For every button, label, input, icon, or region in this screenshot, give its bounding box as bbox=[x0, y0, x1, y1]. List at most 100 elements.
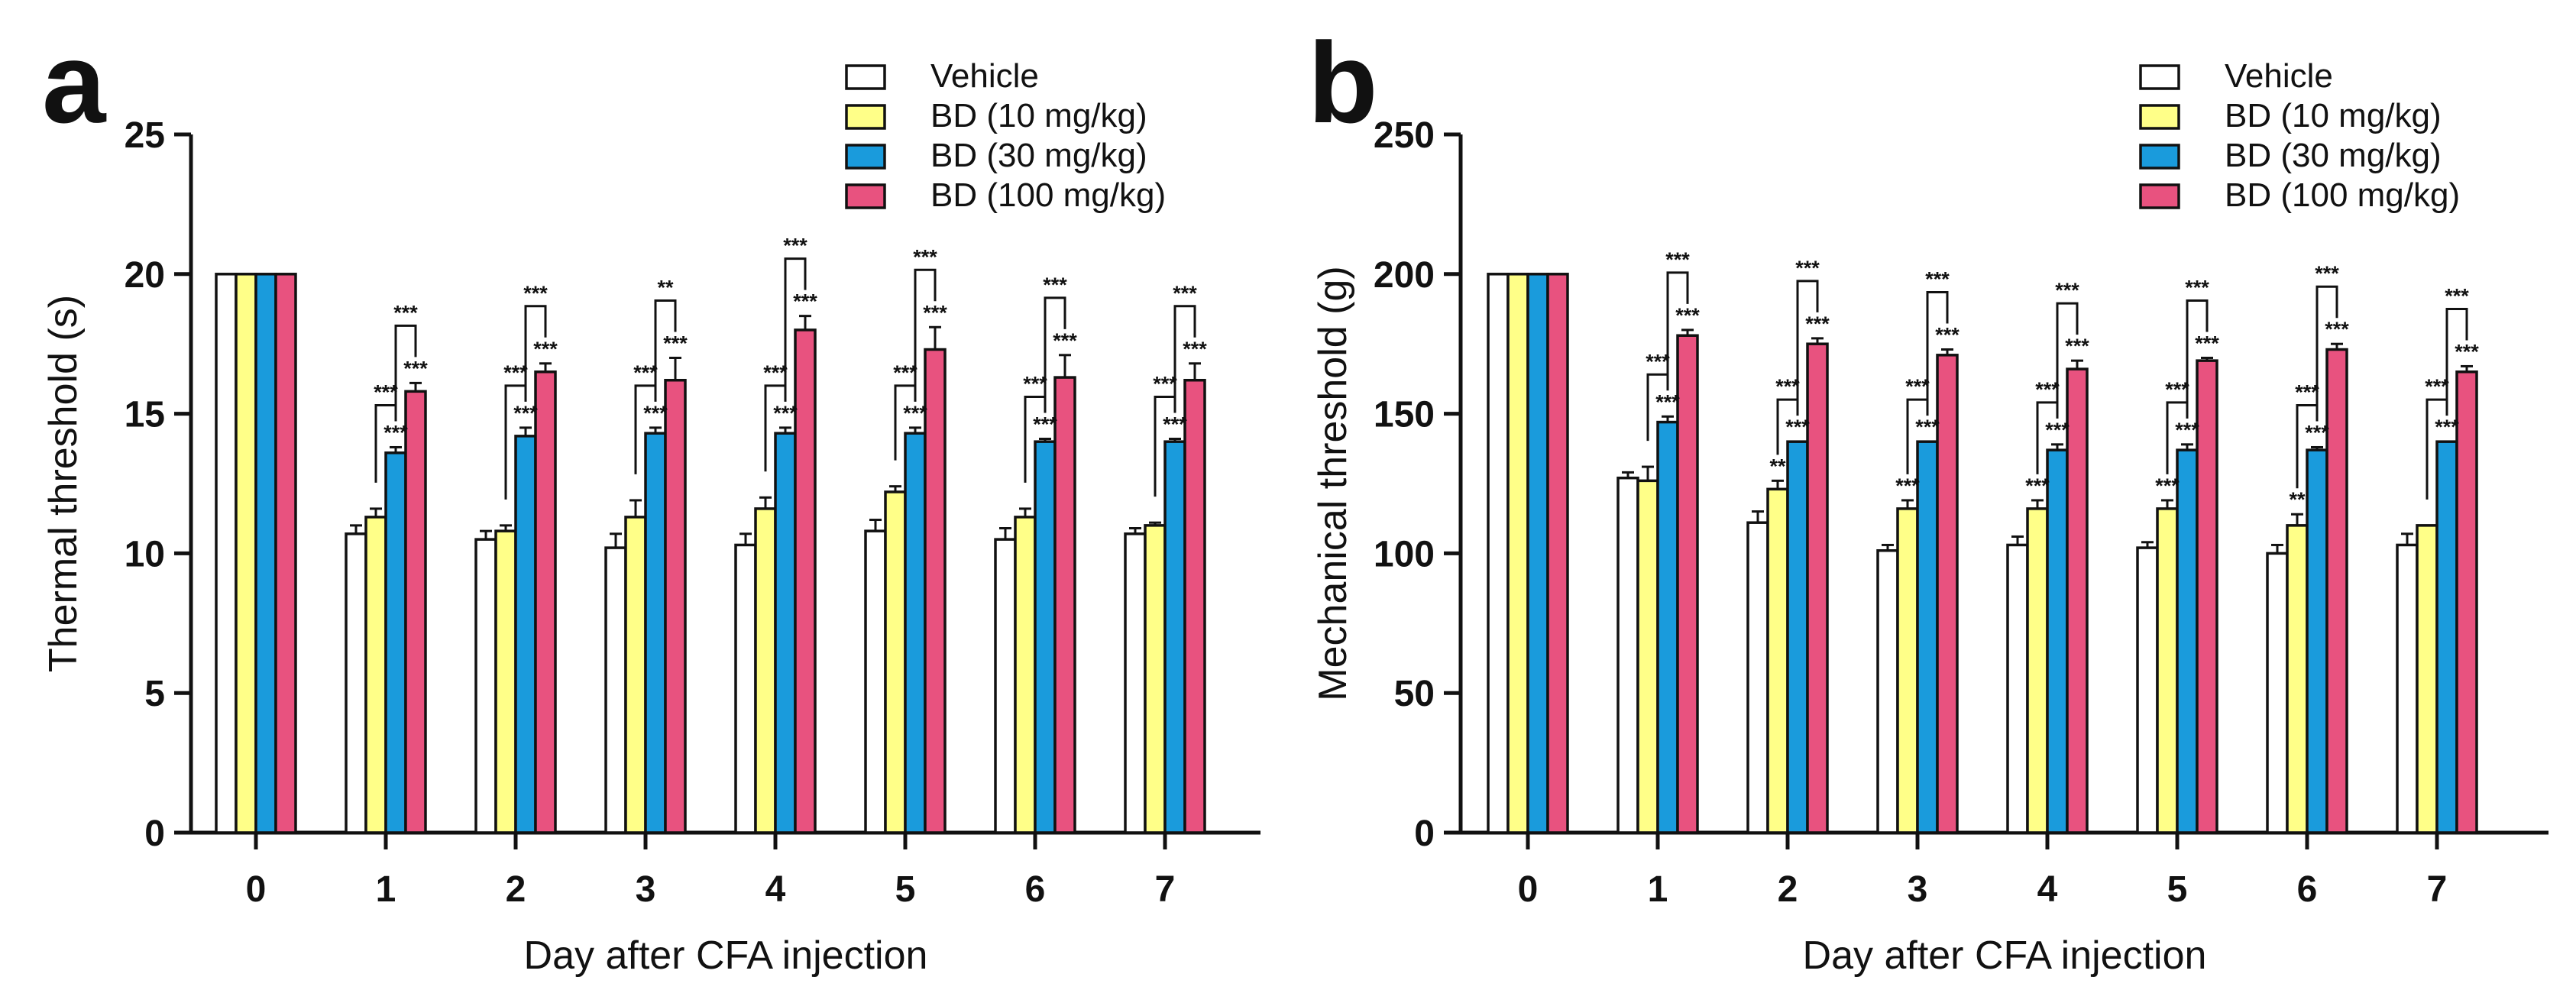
significance-star: *** bbox=[923, 301, 947, 324]
significance-star: *** bbox=[793, 290, 817, 313]
significance-star: *** bbox=[1646, 350, 1670, 373]
significance-star: *** bbox=[2195, 332, 2219, 354]
significance-star: *** bbox=[2325, 318, 2349, 341]
x-tick-label: 1 bbox=[376, 869, 396, 910]
bar bbox=[2455, 370, 2478, 834]
bar bbox=[384, 451, 407, 834]
x-axis-label: Day after CFA injection bbox=[1803, 933, 2207, 978]
significance-star: *** bbox=[2455, 340, 2479, 363]
x-tick-label: 0 bbox=[1518, 869, 1539, 910]
bar bbox=[345, 532, 367, 834]
x-tick-label: 5 bbox=[895, 869, 916, 910]
significance-star: *** bbox=[2185, 276, 2209, 299]
significance-star: *** bbox=[1675, 304, 1700, 327]
bar bbox=[734, 543, 757, 834]
bar bbox=[1144, 524, 1167, 834]
legend-label: Vehicle bbox=[930, 57, 1039, 95]
bar bbox=[534, 370, 557, 834]
significance-bracket bbox=[2445, 307, 2468, 407]
bar bbox=[664, 378, 687, 834]
bar bbox=[2435, 440, 2458, 834]
significance-star: *** bbox=[2175, 419, 2199, 442]
legend-label: BD (10 mg/kg) bbox=[2225, 97, 2442, 134]
x-tick-label: 4 bbox=[765, 869, 786, 910]
significance-star: *** bbox=[2065, 335, 2089, 358]
significance-bracket bbox=[2296, 403, 2319, 489]
significance-star: *** bbox=[1173, 282, 1197, 305]
x-tick-label: 6 bbox=[2297, 869, 2318, 910]
legend-label: BD (100 mg/kg) bbox=[2225, 176, 2460, 214]
significance-star: *** bbox=[1665, 248, 1690, 271]
significance-star: *** bbox=[763, 361, 788, 384]
bar bbox=[1546, 273, 1569, 834]
bar bbox=[2176, 448, 2199, 834]
significance-bracket bbox=[394, 324, 417, 412]
significance-bracket bbox=[374, 403, 397, 483]
bar bbox=[494, 529, 517, 834]
bar bbox=[1786, 440, 1809, 834]
significance-star: *** bbox=[1183, 338, 1207, 361]
bar bbox=[1916, 440, 1939, 834]
legend-swatch bbox=[2139, 104, 2180, 130]
x-axis-label: Day after CFA injection bbox=[524, 933, 928, 978]
significance-bracket bbox=[1926, 291, 1949, 407]
legend-label: Vehicle bbox=[2225, 57, 2333, 95]
bar bbox=[1656, 420, 1679, 834]
significance-star: *** bbox=[1153, 373, 1177, 396]
significance-bracket bbox=[894, 384, 917, 461]
significance-star: *** bbox=[2035, 378, 2060, 401]
bar bbox=[2026, 507, 2049, 834]
legend-swatch bbox=[845, 64, 886, 90]
significance-star: *** bbox=[503, 361, 528, 384]
significance-star: *** bbox=[2165, 378, 2189, 401]
significance-bracket bbox=[2036, 401, 2059, 474]
bar bbox=[1183, 378, 1206, 834]
bar bbox=[2196, 359, 2218, 834]
legend-label: BD (30 mg/kg) bbox=[2225, 137, 2442, 174]
significance-star: *** bbox=[1935, 324, 1960, 347]
significance-star: *** bbox=[1043, 273, 1067, 296]
bar bbox=[924, 348, 947, 834]
x-tick-label: 3 bbox=[1908, 869, 1928, 910]
bar bbox=[1746, 521, 1769, 834]
x-tick-label: 3 bbox=[636, 869, 656, 910]
x-tick-label: 0 bbox=[246, 869, 267, 910]
significance-star: *** bbox=[893, 361, 917, 384]
x-tick-label: 4 bbox=[2037, 869, 2058, 910]
significance-bracket bbox=[2186, 299, 2209, 409]
significance-star: *** bbox=[643, 402, 668, 425]
bar bbox=[624, 516, 647, 834]
significance-star: ** bbox=[1769, 455, 1786, 477]
bar bbox=[1053, 376, 1076, 834]
significance-star: ** bbox=[657, 276, 674, 299]
significance-star: *** bbox=[2025, 474, 2050, 497]
y-tick-label: 20 bbox=[125, 255, 165, 296]
legend-label: BD (30 mg/kg) bbox=[930, 137, 1147, 174]
significance-bracket bbox=[1666, 271, 1689, 382]
legend-label: BD (100 mg/kg) bbox=[930, 176, 1166, 214]
significance-star: *** bbox=[1805, 312, 1830, 335]
significance-bracket bbox=[1906, 398, 1929, 474]
significance-star: *** bbox=[1905, 375, 1930, 398]
significance-bracket bbox=[504, 384, 527, 500]
bar bbox=[884, 490, 907, 834]
significance-star: *** bbox=[2425, 375, 2449, 398]
significance-star: *** bbox=[2045, 419, 2070, 442]
significance-bracket bbox=[1173, 305, 1196, 404]
x-tick-label: 2 bbox=[1778, 869, 1798, 910]
x-tick-label: 2 bbox=[506, 869, 526, 910]
legend-label: BD (10 mg/kg) bbox=[930, 97, 1147, 134]
significance-bracket bbox=[1776, 398, 1799, 455]
bar bbox=[1506, 273, 1529, 834]
significance-bracket bbox=[764, 384, 787, 472]
y-tick-label: 10 bbox=[125, 534, 165, 574]
significance-star: *** bbox=[633, 361, 658, 384]
significance-star: *** bbox=[1163, 413, 1187, 436]
bar bbox=[864, 529, 887, 834]
significance-star: *** bbox=[663, 332, 688, 354]
significance-bracket bbox=[2315, 285, 2338, 412]
significance-bracket bbox=[1796, 280, 1819, 407]
significance-star: *** bbox=[913, 245, 937, 268]
